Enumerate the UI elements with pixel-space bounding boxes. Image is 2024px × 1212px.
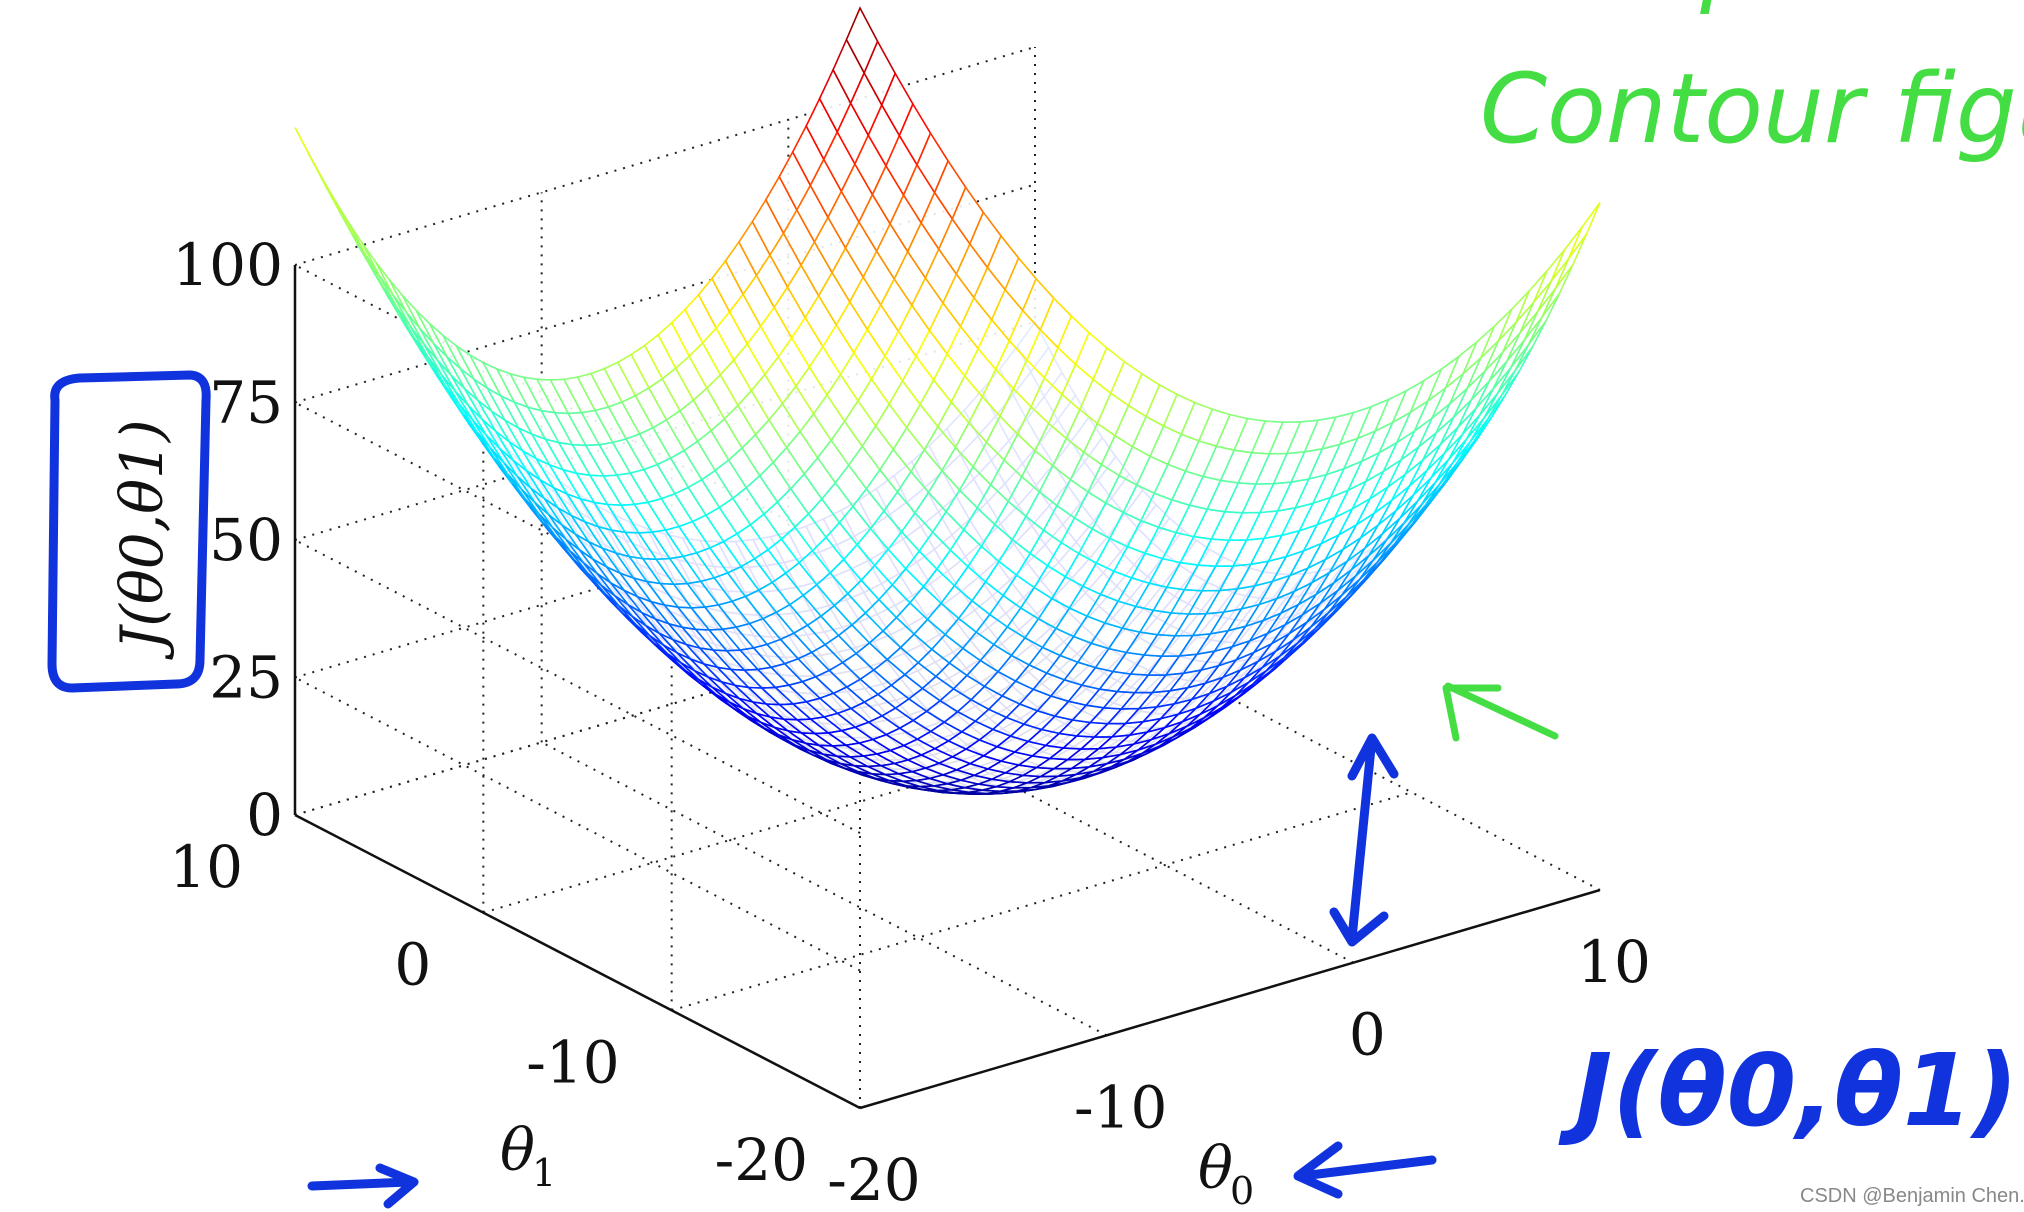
y-axis-label: θ 1 [500, 1116, 556, 1195]
x-tick-label: 10 [1577, 928, 1651, 996]
green-annotation-top: or 2 plots [1480, 0, 1934, 17]
z-tick-label: 25 [209, 644, 283, 712]
arrow-right-icon [307, 1163, 419, 1209]
y-axis-symbol: θ [500, 1116, 535, 1184]
x-tick-label: -10 [1074, 1073, 1167, 1141]
y-tick-label: -20 [715, 1126, 808, 1194]
surface-cell [1568, 202, 1601, 259]
arrow-left-icon [1293, 1141, 1437, 1199]
z-tick-label: 100 [172, 231, 283, 299]
y-axis-line [294, 813, 861, 1110]
z-tick-label: 50 [209, 506, 283, 574]
x-axis-line [859, 888, 1601, 1110]
z-tick-label: 75 [209, 369, 283, 437]
x-axis-label: θ 0 [1198, 1134, 1254, 1212]
x-tick-label: 0 [1349, 1001, 1386, 1069]
y-tick-label: -10 [526, 1028, 619, 1096]
green-arrow-icon [1442, 682, 1559, 742]
y-tick-label: 0 [394, 931, 431, 999]
y-tick-label: 10 [169, 833, 243, 901]
x-tick-label: -20 [827, 1146, 920, 1212]
double-arrow-icon [1329, 733, 1399, 947]
green-annotation-contour: Contour figure [1480, 53, 2024, 165]
x-axis-symbol: θ [1198, 1134, 1233, 1202]
y-axis-subscript: 1 [532, 1151, 556, 1195]
surface-mesh [294, 6, 1601, 796]
z-axis-label: J(θ0,θ1) [108, 419, 176, 660]
x-axis-subscript: 0 [1230, 1169, 1254, 1212]
z-tick-label: 0 [246, 781, 283, 849]
watermark: CSDN @Benjamin Chen. [1800, 1185, 2024, 1207]
blue-box-annotation [47, 370, 211, 693]
blue-annotation-cost: J(θ0,θ1) [1558, 1032, 2018, 1149]
